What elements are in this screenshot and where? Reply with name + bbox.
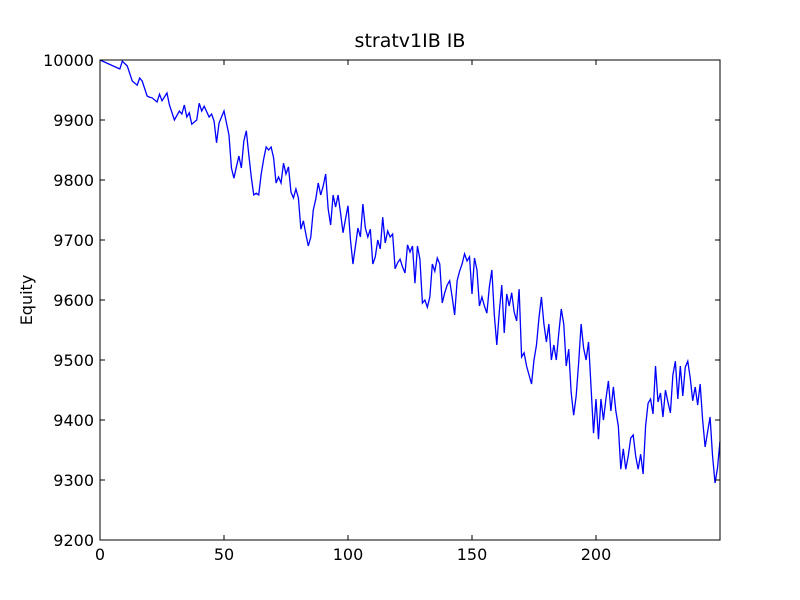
y-tick-label: 9600 <box>53 291 94 310</box>
x-tick-label: 200 <box>581 545 612 564</box>
x-tick-label: 50 <box>214 545 234 564</box>
chart-title: stratv1IB IB <box>355 30 466 52</box>
y-tick-label: 9700 <box>53 231 94 250</box>
data-line <box>99 59 721 484</box>
y-tick-label: 9300 <box>53 471 94 490</box>
y-tick-label: 9200 <box>53 531 94 550</box>
x-tick-label: 150 <box>457 545 488 564</box>
y-tick-label: 10000 <box>43 51 94 70</box>
x-tick-label: 100 <box>333 545 364 564</box>
y-axis-label: Equity <box>17 275 36 326</box>
y-tick-label: 9800 <box>53 171 94 190</box>
y-tick-label: 9900 <box>53 111 94 130</box>
y-tick-label: 9400 <box>53 411 94 430</box>
y-tick-label: 9500 <box>53 351 94 370</box>
x-tick-label: 0 <box>95 545 105 564</box>
